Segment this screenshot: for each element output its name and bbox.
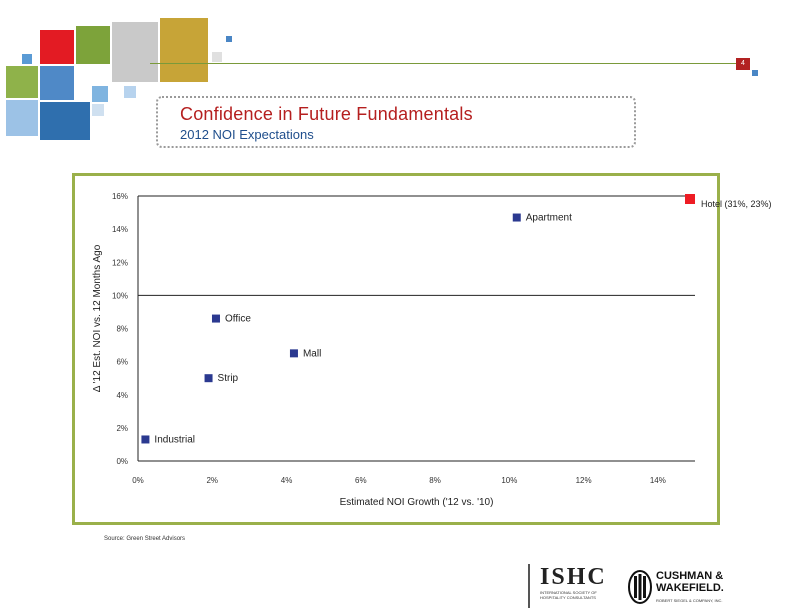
cushman-wakefield-logo: CUSHMAN & WAKEFIELD. ROBERT SIEGEL & COM… (628, 568, 740, 608)
scatter-point (211, 314, 220, 323)
x-tick-label: 10% (501, 476, 517, 485)
chart-frame (72, 173, 720, 525)
ishc-logo-text: ISHC (540, 564, 607, 590)
point-label: Mall (303, 348, 321, 359)
point-label: Strip (218, 373, 239, 384)
header-rule (150, 63, 750, 64)
y-tick-label: 16% (112, 192, 128, 201)
y-tick-label: 6% (116, 358, 128, 367)
hotel-marker (685, 194, 695, 204)
x-tick-label: 0% (132, 476, 144, 485)
x-tick-label: 14% (650, 476, 666, 485)
y-tick-label: 2% (116, 424, 128, 433)
x-tick-label: 2% (206, 476, 218, 485)
y-axis-label: Δ '12 Est. NOI vs. 12 Months Ago (92, 244, 103, 392)
y-tick-label: 14% (112, 225, 128, 234)
cw-logo-line1: CUSHMAN & (656, 570, 724, 582)
accent-square (752, 70, 758, 76)
page-subtitle: 2012 NOI Expectations (180, 127, 314, 142)
x-tick-label: 12% (576, 476, 592, 485)
y-tick-label: 10% (112, 291, 128, 300)
scatter-point (141, 435, 150, 444)
x-tick-label: 4% (281, 476, 293, 485)
y-tick-label: 4% (116, 391, 128, 400)
cw-logo-tagline: ROBERT SIEGEL & COMPANY, INC. (656, 598, 723, 603)
page-title: Confidence in Future Fundamentals (180, 104, 473, 124)
cw-logo-line2: WAKEFIELD. (656, 582, 724, 594)
scatter-point (512, 213, 521, 222)
hotel-annotation-label: Hotel (31%, 23%) (701, 199, 772, 209)
x-tick-label: 6% (355, 476, 367, 485)
x-tick-label: 8% (429, 476, 441, 485)
source-note: Source: Green Street Advisors (104, 536, 186, 542)
title-box (156, 96, 636, 148)
y-tick-label: 8% (116, 325, 128, 334)
ishc-logo-tagline: INTERNATIONAL SOCIETY OF HOSPITALITY CON… (540, 590, 597, 600)
point-label: Industrial (154, 434, 195, 445)
x-axis-label: Estimated NOI Growth ('12 vs. '10) (340, 497, 494, 508)
header-mosaic (0, 0, 240, 140)
point-label: Apartment (526, 213, 572, 224)
ishc-logo: ISHC INTERNATIONAL SOCIETY OF HOSPITALIT… (528, 564, 620, 608)
point-label: Office (225, 314, 251, 325)
y-tick-label: 12% (112, 258, 128, 267)
y-tick-label: 0% (116, 457, 128, 466)
scatter-point (204, 374, 213, 383)
page-number: 4 (736, 58, 750, 70)
scatter-point (289, 349, 298, 358)
cushman-wakefield-icon (628, 570, 652, 604)
